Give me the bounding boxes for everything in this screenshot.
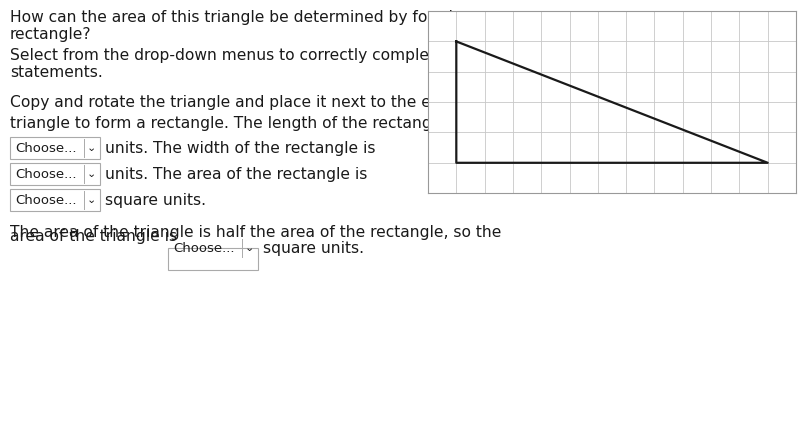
Text: units. The width of the rectangle is: units. The width of the rectangle is bbox=[105, 140, 375, 155]
FancyBboxPatch shape bbox=[10, 163, 100, 185]
FancyBboxPatch shape bbox=[168, 248, 258, 270]
Text: ⌄: ⌄ bbox=[245, 243, 254, 253]
Text: How can the area of this triangle be determined by forming a: How can the area of this triangle be det… bbox=[10, 10, 487, 25]
Text: ⌄: ⌄ bbox=[87, 143, 96, 153]
FancyBboxPatch shape bbox=[10, 189, 100, 211]
Text: The area of the triangle is half the area of the rectangle, so the: The area of the triangle is half the are… bbox=[10, 225, 502, 240]
Text: square units.: square units. bbox=[105, 193, 206, 207]
Text: triangle to form a rectangle. The length of the rectangle is: triangle to form a rectangle. The length… bbox=[10, 116, 463, 131]
Text: Select from the drop-down menus to correctly complete the: Select from the drop-down menus to corre… bbox=[10, 48, 475, 63]
Text: rectangle?: rectangle? bbox=[10, 27, 92, 42]
Text: ⌄: ⌄ bbox=[87, 195, 96, 205]
Text: square units.: square units. bbox=[263, 241, 364, 255]
Text: Choose...: Choose... bbox=[15, 167, 77, 181]
FancyBboxPatch shape bbox=[10, 137, 100, 159]
Text: ⌄: ⌄ bbox=[87, 169, 96, 179]
Text: Choose...: Choose... bbox=[173, 242, 234, 254]
Text: Choose...: Choose... bbox=[15, 142, 77, 155]
Text: Copy and rotate the triangle and place it next to the existing: Copy and rotate the triangle and place i… bbox=[10, 95, 482, 110]
Text: units. The area of the rectangle is: units. The area of the rectangle is bbox=[105, 166, 367, 182]
Text: area of the triangle is: area of the triangle is bbox=[10, 230, 177, 245]
Text: statements.: statements. bbox=[10, 65, 102, 80]
Text: Choose...: Choose... bbox=[15, 194, 77, 206]
